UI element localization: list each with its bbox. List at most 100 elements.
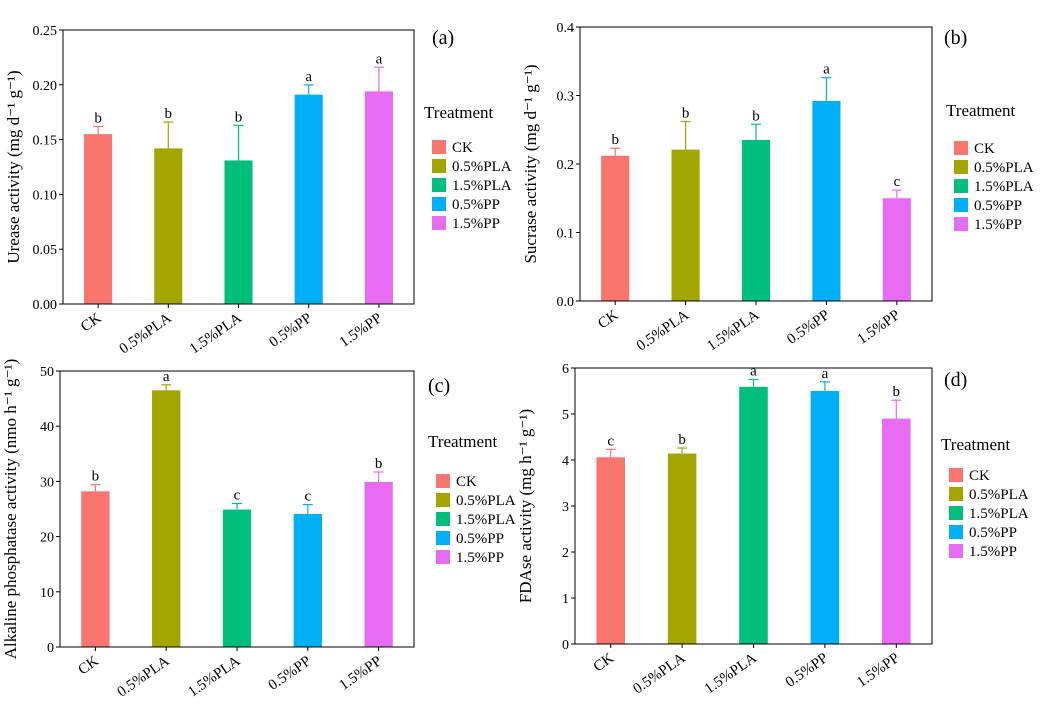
legend-item-label: CK [974,141,995,157]
y-tick-label: 10 [40,586,54,601]
y-tick-label: 0.00 [33,298,58,313]
y-tick-label: 6 [562,362,569,377]
legend-swatch [954,179,968,193]
y-tick-label: 0 [562,638,569,653]
y-tick-label: 0.2 [557,158,575,173]
x-tick-label: 0.5%PP [784,307,832,348]
significance-letter: a [750,364,757,380]
panel-label: (b) [944,27,967,49]
bar [224,160,253,304]
x-tick-label: 0.5%PLA [630,650,688,697]
panel-label: (d) [944,369,967,391]
bar [741,140,771,301]
bar [364,481,393,647]
bar [812,100,841,301]
y-tick-label: 4 [562,454,569,469]
significance-letter: b [375,456,383,472]
legend-swatch [949,525,963,539]
significance-letter: b [893,384,901,400]
legend-swatch [949,468,963,482]
significance-letter: b [682,106,690,122]
y-tick-label: 50 [40,365,54,380]
bar [671,149,700,301]
legend-item-label: 0.5%PP [452,197,500,213]
legend-item-label: 0.5%PP [969,525,1017,541]
legend-title: Treatment [428,432,498,451]
x-tick-label: 1.5%PP [336,653,384,694]
chart-panel-c: 0 10 20 30 40 50 b CK a 0.5%PLA c 1.5%PLA c 0.5%PP b 1.… [1,359,516,701]
legend-item-label: CK [452,140,473,156]
bar [293,513,322,647]
legend-swatch [432,159,446,173]
legend-item-label: 1.5%PP [974,217,1022,233]
y-tick-label: 0.3 [557,90,575,105]
legend-item-label: 1.5%PP [456,550,504,566]
legend-item-label: 1.5%PLA [456,512,516,528]
x-tick-label: 1.5%PP [337,310,385,351]
legend-title: Treatment [946,101,1016,120]
significance-letter: b [752,108,760,124]
x-tick-label: 1.5%PLA [702,650,760,697]
plot-frame [574,367,933,645]
bar [84,134,113,304]
bar [364,91,393,304]
legend-item-label: CK [456,474,477,490]
legend-item-label: 0.5%PLA [969,487,1029,503]
legend-title: Treatment [424,103,494,122]
significance-letter: a [305,69,312,85]
legend: Treatment CK 0.5%PLA 1.5%PLA 0.5%PP 1.5%PP [946,101,1034,233]
y-tick-label: 3 [562,500,569,515]
y-tick-label: 0.4 [557,21,575,36]
chart-panel-b: 0.0 0.1 0.2 0.3 0.4 b CK b 0.5%PLA b 1.5%PLA a 0.5%P… [521,21,1034,354]
x-tick-label: 1.5%PLA [704,307,762,354]
y-axis-label: FDAse activity (mg h⁻¹ g⁻¹) [516,409,535,603]
significance-letter: a [163,369,170,385]
y-tick-label: 20 [40,531,54,546]
legend-swatch [436,531,450,545]
legend-swatch [954,198,968,212]
legend-item-label: 0.5%PLA [452,159,512,175]
y-tick-label: 0.0 [557,295,575,310]
y-tick-label: 0.10 [33,188,58,203]
legend-swatch [436,493,450,507]
panel-label: (a) [432,27,454,49]
bar [882,418,911,644]
legend-item-label: 0.5%PP [456,531,504,547]
x-tick-label: 1.5%PP [854,650,902,691]
y-tick-label: 0 [47,641,54,656]
bar [810,391,840,644]
bar [739,386,768,644]
significance-letter: b [235,109,243,125]
y-tick-label: 40 [40,420,54,435]
legend-swatch [954,141,968,155]
y-tick-label: 1 [562,592,569,607]
legend-swatch [432,140,446,154]
legend-swatch [432,197,446,211]
bar [882,198,911,301]
legend-swatch [949,506,963,520]
bar [154,148,183,304]
legend-item-label: 1.5%PP [969,544,1017,560]
plot-frame [62,29,415,305]
y-tick-label: 0.05 [33,243,58,258]
bar [222,509,252,647]
y-axis-label: Sucrase activity (mg d⁻¹ g⁻¹) [521,64,540,263]
chart-panel-d: 0 1 2 3 4 5 6 c CK b 0.5%PLA a 1.5%PLA a 0.5%PP b 1.5%PP… [516,362,1029,697]
legend-item-label: 0.5%PLA [974,160,1034,176]
significance-letter: c [607,433,614,449]
bar [81,491,110,647]
significance-letter: b [92,469,100,485]
bar [294,94,323,304]
significance-letter: a [823,62,830,78]
y-tick-label: 0.25 [33,24,58,39]
x-tick-label: 0.5%PLA [634,307,692,354]
significance-letter: a [822,366,829,382]
legend-item-label: 0.5%PP [974,198,1022,214]
legend-swatch [436,550,450,564]
x-tick-label: 0.5%PP [266,653,314,694]
x-tick-label: 1.5%PLA [187,310,245,357]
bar [152,390,181,647]
panel-label: (c) [428,375,450,397]
significance-letter: b [94,110,102,126]
